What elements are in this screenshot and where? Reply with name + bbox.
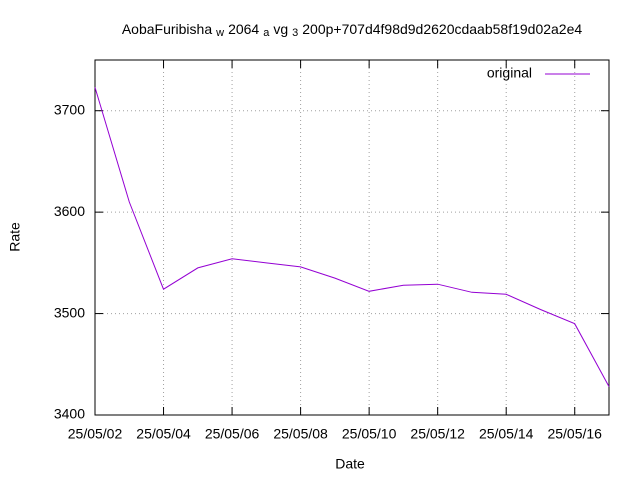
y-axis-label: Rate [7, 222, 23, 252]
x-tick-label: 25/05/10 [342, 426, 397, 442]
title-part: 200p+707d4f98d9d2620cdaab58f19d02a2e4 [302, 21, 582, 37]
title-part: w [215, 27, 224, 39]
x-axis-label: Date [335, 456, 365, 472]
title-part: vg [273, 21, 288, 37]
plot-frame [94, 59, 610, 416]
title-part: 2064 [228, 21, 259, 37]
x-tick-label: 25/05/14 [479, 426, 534, 442]
x-tick-label: 25/05/16 [547, 426, 602, 442]
chart-title: AobaFuribisha w 2064 a vg 3 200p+707d4f98d9d26… [122, 21, 583, 40]
y-tick-label: 3600 [54, 203, 85, 219]
y-tick-label: 3500 [54, 304, 85, 320]
title-part: 3 [292, 27, 298, 39]
legend-label: original [487, 65, 532, 81]
x-tick-label: 25/05/02 [68, 426, 123, 442]
y-tick-label: 3400 [54, 406, 85, 422]
y-tick-label: 3700 [54, 101, 85, 117]
title-part: a [263, 27, 270, 39]
title-part: AobaFuribisha [122, 21, 212, 37]
data-line [94, 87, 610, 387]
x-tick-label: 25/05/06 [205, 426, 260, 442]
x-tick-label: 25/05/04 [136, 426, 191, 442]
x-tick-label: 25/05/12 [410, 426, 465, 442]
x-tick-label: 25/05/08 [273, 426, 328, 442]
